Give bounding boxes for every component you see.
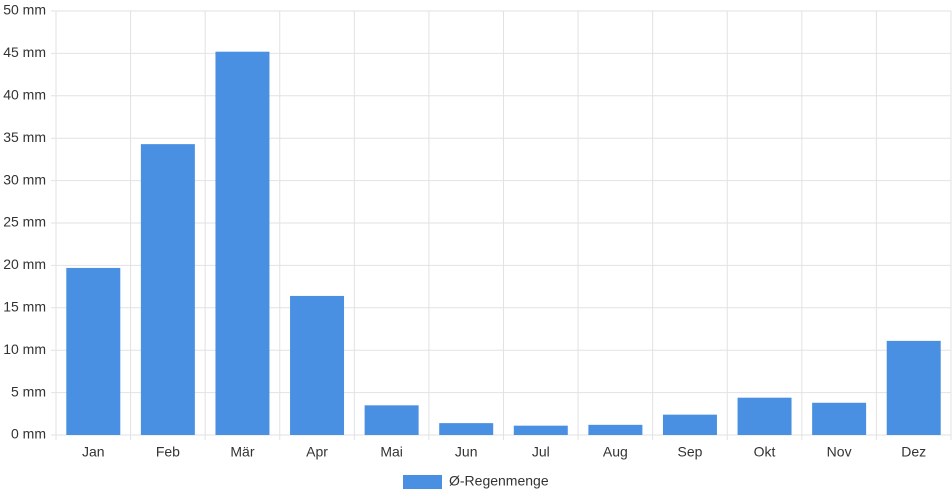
x-tick-label: Dez [901, 444, 926, 460]
bar [66, 267, 121, 435]
y-tick-label: 45 mm [3, 44, 46, 60]
x-tick-label: Mär [230, 444, 254, 460]
y-tick-label: 35 mm [3, 129, 46, 145]
x-tick-label: Jan [82, 444, 105, 460]
x-tick-label: Nov [827, 444, 852, 460]
bar [439, 423, 494, 435]
x-tick-label: Apr [306, 444, 328, 460]
x-tick-label: Sep [677, 444, 702, 460]
bar [140, 144, 195, 436]
y-tick-label: 15 mm [3, 299, 46, 315]
legend-label: Ø-Regenmenge [449, 473, 549, 489]
x-tick-label: Aug [603, 444, 628, 460]
x-tick-label: Okt [754, 444, 776, 460]
y-tick-label: 50 mm [3, 2, 46, 18]
x-tick-label: Mai [380, 444, 403, 460]
y-tick-label: 40 mm [3, 87, 46, 103]
y-tick-label: 20 mm [3, 256, 46, 272]
bar [513, 425, 568, 435]
x-tick-label: Jul [532, 444, 550, 460]
x-tick-label: Jun [455, 444, 478, 460]
bar [290, 295, 345, 435]
bar [215, 51, 270, 435]
y-tick-label: 25 mm [3, 214, 46, 230]
bar [588, 424, 643, 435]
bar [364, 405, 419, 435]
y-tick-label: 30 mm [3, 171, 46, 187]
y-tick-label: 10 mm [3, 341, 46, 357]
bar [662, 414, 717, 435]
legend-swatch [403, 475, 442, 489]
bar [737, 397, 792, 435]
y-tick-label: 5 mm [11, 383, 46, 399]
bar [812, 402, 867, 435]
bar [886, 340, 941, 435]
y-tick-label: 0 mm [11, 426, 46, 442]
x-tick-label: Feb [156, 444, 180, 460]
